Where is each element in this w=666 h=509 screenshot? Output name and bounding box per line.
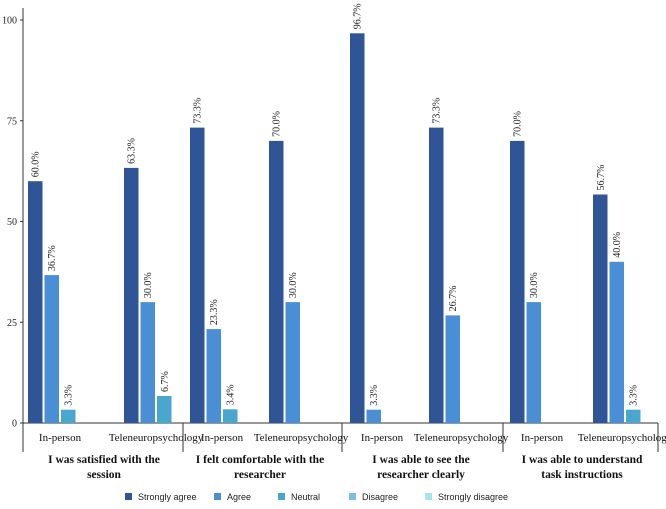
bar-strongly-agree-3 <box>190 127 205 423</box>
bar-agree-5 <box>366 409 381 423</box>
bar-neutral-1 <box>61 409 76 423</box>
x-category-label: Teleneuropsychology <box>578 432 666 444</box>
x-category-label: Teleneuropsychology <box>254 432 349 444</box>
data-label-agree-7: 30.0% <box>529 272 540 298</box>
data-label-neutral-3: 3.4% <box>226 384 237 405</box>
legend-item-agree: Agree <box>214 492 251 502</box>
bar-strongly-agree-2 <box>124 167 139 423</box>
legend-label: Agree <box>227 492 251 502</box>
bar-strongly-agree-7 <box>510 140 525 423</box>
legend-item-neutral: Neutral <box>278 492 320 502</box>
data-label-strongly-agree-7: 70.0% <box>513 111 524 137</box>
y-tick-label: 75 <box>7 116 17 127</box>
data-labels: 60.0% 63.3% 73.3% 70.0% 96.7% 73.3% 70.0% 56.7%… <box>31 3 640 405</box>
bar-agree-6 <box>445 315 460 423</box>
group-label-2: I felt comfortable with the researcher <box>196 454 324 481</box>
data-label-agree-3: 23.3% <box>209 299 220 325</box>
bar-agree-7 <box>526 302 541 423</box>
x-category-label: Teleneuropsychology <box>109 432 204 444</box>
legend: Strongly agree Agree Neutral Disagree Strong… <box>125 492 508 502</box>
legend-item-disagree: Disagree <box>349 492 398 502</box>
legend-label: Strongly disagree <box>438 492 508 502</box>
bars <box>28 33 641 424</box>
data-label-agree-5: 3.3% <box>369 385 380 406</box>
legend-item-strongly-disagree: Strongly disagree <box>425 492 508 502</box>
legend-swatch <box>125 493 132 500</box>
legend-label: Neutral <box>291 492 320 502</box>
legend-swatch <box>214 493 221 500</box>
y-tick-label: 25 <box>7 318 17 329</box>
bar-agree-3 <box>206 329 221 423</box>
data-label-agree-1: 36.7% <box>47 245 58 271</box>
data-label-strongly-agree-3: 73.3% <box>193 98 204 124</box>
bar-neutral-3 <box>223 409 238 423</box>
bar-agree-8 <box>609 261 624 423</box>
bar-strongly-agree-8 <box>593 194 608 423</box>
axes: 0 25 50 75 100 <box>2 8 658 430</box>
legend-swatch <box>278 493 285 500</box>
data-label-strongly-agree-5: 96.7% <box>353 3 364 29</box>
y-tick-label: 100 <box>2 16 17 27</box>
legend-label: Disagree <box>362 492 398 502</box>
data-label-agree-6: 26.7% <box>448 286 459 312</box>
y-tick-label: 0 <box>12 419 17 430</box>
legend-swatch <box>425 493 432 500</box>
data-label-neutral-8: 3.3% <box>629 385 640 406</box>
data-label-strongly-agree-8: 56.7% <box>596 165 607 191</box>
data-label-agree-4: 30.0% <box>288 272 299 298</box>
data-label-neutral-2: 6.7% <box>160 371 171 392</box>
data-label-strongly-agree-2: 63.3% <box>127 138 138 164</box>
bar-agree-1 <box>44 275 59 423</box>
y-tick-label: 50 <box>7 217 17 228</box>
bar-strongly-agree-4 <box>269 140 284 423</box>
bar-strongly-agree-5 <box>350 33 365 424</box>
bar-neutral-2 <box>157 396 172 423</box>
x-category-label: In-person <box>361 432 404 444</box>
legend-label: Strongly agree <box>138 492 197 502</box>
legend-swatch <box>349 493 356 500</box>
legend-item-strongly-agree: Strongly agree <box>125 492 197 502</box>
x-category-label: In-person <box>39 432 82 444</box>
group-labels: I was satisfied with the session I felt co… <box>22 423 659 481</box>
x-category-label: In-person <box>201 432 244 444</box>
bar-strongly-agree-6 <box>429 127 444 423</box>
group-label-4: I was able to understand task instruction… <box>522 454 643 481</box>
data-label-agree-8: 40.0% <box>612 232 623 258</box>
data-label-strongly-agree-1: 60.0% <box>31 151 42 177</box>
x-category-label: Teleneuropsychology <box>414 432 509 444</box>
data-label-neutral-1: 3.3% <box>64 385 75 406</box>
data-label-strongly-agree-4: 70.0% <box>272 111 283 137</box>
group-label-3: I was able to see the researcher clearly <box>372 454 469 481</box>
bar-neutral-8 <box>626 409 641 423</box>
data-label-strongly-agree-6: 73.3% <box>432 98 443 124</box>
bar-agree-2 <box>140 302 155 423</box>
group-label-1: I was satisfied with the session <box>48 454 160 481</box>
data-label-agree-2: 30.0% <box>143 272 154 298</box>
bar-agree-4 <box>285 302 300 423</box>
x-category-label: In-person <box>521 432 564 444</box>
bar-strongly-agree-1 <box>28 181 43 423</box>
